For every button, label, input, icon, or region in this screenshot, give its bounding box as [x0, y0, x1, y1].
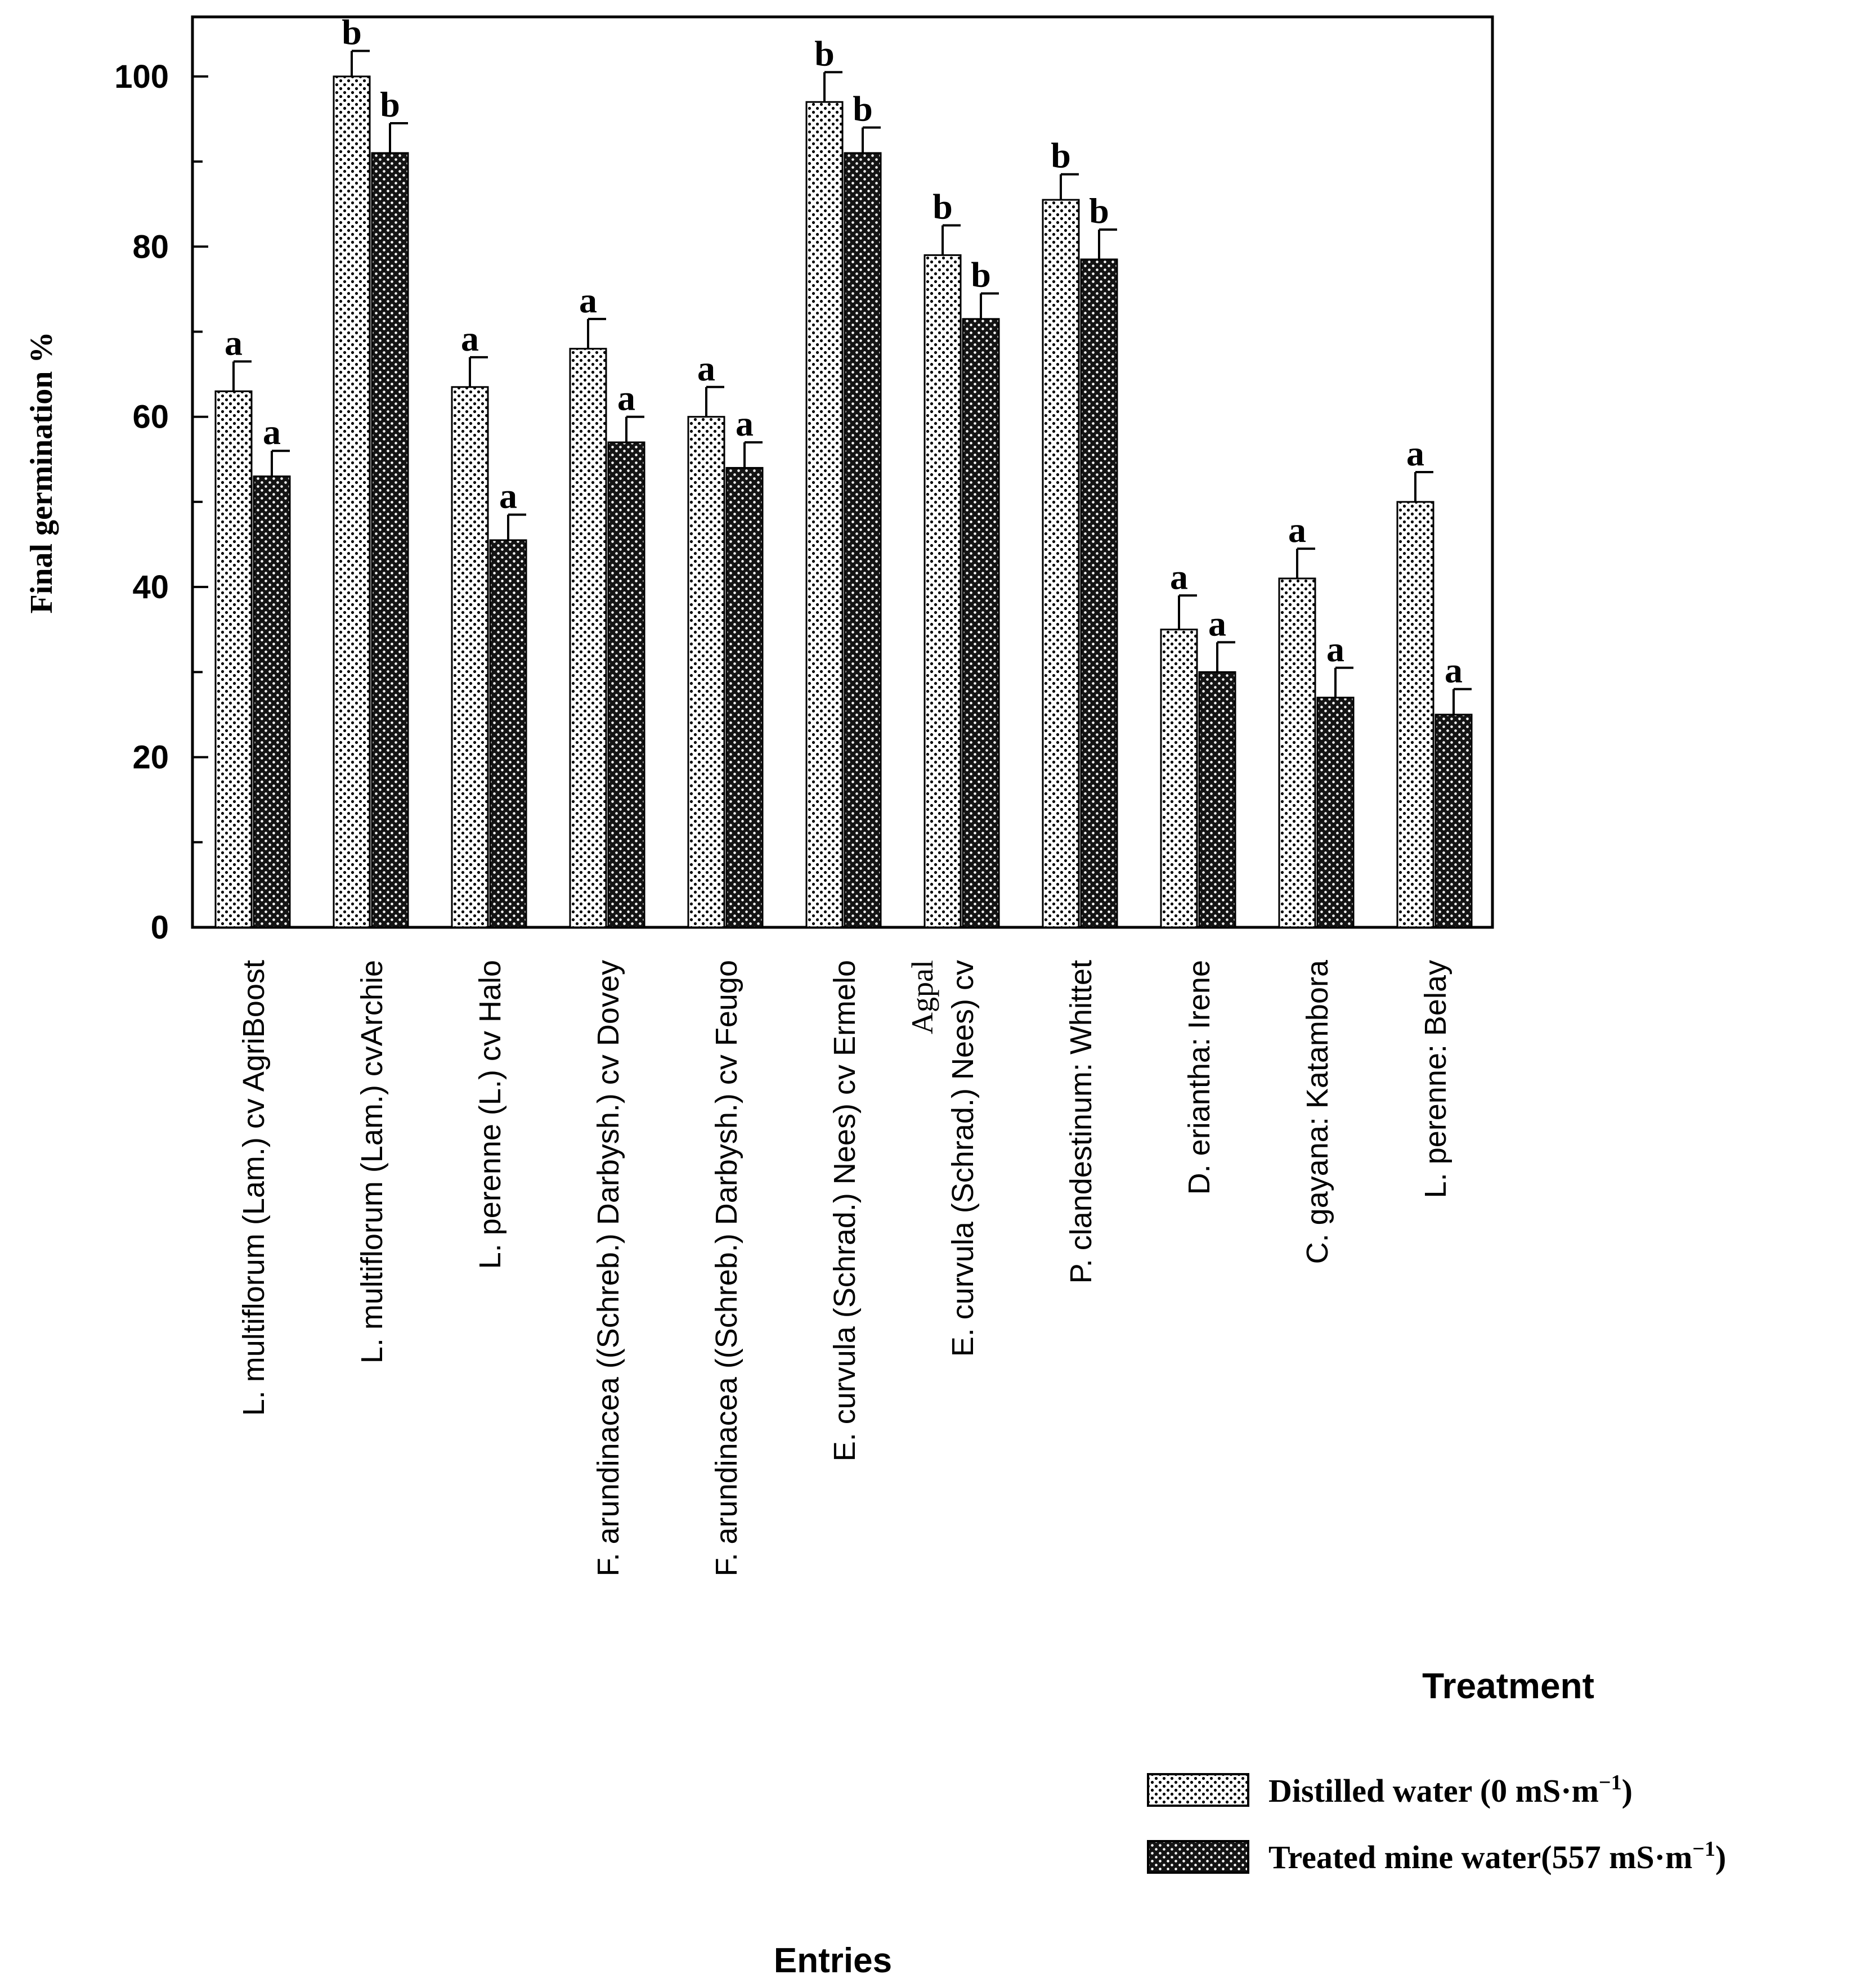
x-axis-label: Entries	[774, 1941, 892, 1980]
x-tick-label: L. perenne: Belay	[1419, 960, 1452, 1198]
significance-letter: b	[380, 84, 400, 124]
legend-label-distilled: Distilled water (0 mS·m−1)	[1268, 1771, 1633, 1809]
significance-letter: a	[1445, 650, 1463, 690]
bar-mine-water	[725, 466, 764, 928]
significance-letter: b	[1051, 136, 1071, 176]
significance-letter: a	[461, 318, 479, 358]
x-tick-label-line2: Agpal	[905, 960, 939, 1034]
legend-swatch-mine-water	[1147, 1840, 1249, 1874]
bar-mine-water	[1434, 713, 1473, 928]
significance-letter: a	[1288, 510, 1306, 550]
y-axis: 0 20 40 60 80 100	[114, 59, 208, 946]
bar-distilled	[805, 101, 844, 928]
y-tick-label: 0	[151, 909, 169, 946]
bar-distilled	[1160, 629, 1198, 928]
y-tick-label: 40	[132, 569, 169, 605]
y-axis-label: Final germination %	[24, 332, 59, 614]
significance-letter: a	[499, 476, 517, 516]
significance-letter: a	[1208, 603, 1226, 643]
significance-letter: b	[853, 89, 873, 129]
significance-letter: a	[736, 403, 754, 443]
significance-letter: a	[617, 378, 635, 418]
bar-distilled	[1278, 577, 1316, 928]
legend-swatch-distilled	[1147, 1773, 1249, 1807]
bar-mine-water	[489, 539, 527, 928]
bar-mine-water	[1316, 697, 1355, 928]
y-tick-label: 100	[114, 59, 169, 95]
x-tick-label: P. clandestinum: Whittet	[1064, 960, 1098, 1284]
bar-distilled	[923, 254, 962, 928]
bar-mine-water	[962, 318, 1000, 928]
bar-distilled	[1396, 501, 1434, 928]
legend-title: Treatment	[1422, 1666, 1594, 1706]
bar-distilled	[214, 390, 253, 928]
bar-distilled	[687, 416, 725, 928]
x-tick-label: F. arundinacea ((Schreb.) Darbysh.) cv D…	[591, 960, 625, 1576]
bar-distilled	[333, 75, 371, 928]
x-tick-label: L. multiflorum (Lam.) cv AgriBoost	[237, 960, 271, 1416]
bar-distilled	[451, 386, 489, 928]
significance-letter: b	[814, 33, 835, 73]
bar-distilled	[569, 348, 607, 928]
significance-letter: b	[932, 186, 953, 226]
significance-letter: a	[1326, 629, 1344, 669]
x-tick-label: E. curvula (Schrad.) Nees) cv Ermelo	[828, 960, 862, 1461]
x-tick-label: D. eriantha: Irene	[1182, 960, 1216, 1195]
bar-mine-water	[371, 152, 409, 928]
bar-distilled	[1042, 199, 1080, 928]
legend: Treatment Distilled water (0 mS·m−1) Tre…	[1147, 1666, 1726, 1875]
significance-letter: a	[1170, 557, 1188, 596]
x-tick-label: F. arundinacea ((Schreb.) Darbysh.) cv F…	[710, 960, 743, 1576]
y-tick-label: 20	[132, 739, 169, 776]
significance-letter: a	[1406, 433, 1424, 473]
significance-letter: b	[1089, 191, 1109, 231]
significance-letter: a	[225, 322, 243, 362]
bar-mine-water	[253, 475, 291, 928]
legend-label-mine-water: Treated mine water(557 mS·m−1)	[1268, 1837, 1726, 1875]
bar-mine-water	[1080, 258, 1118, 928]
significance-letter: b	[971, 254, 991, 294]
y-tick-label: 80	[132, 228, 169, 265]
significance-letter: b	[342, 12, 362, 52]
significance-letter: a	[263, 412, 281, 452]
significance-letter: a	[579, 280, 597, 320]
x-tick-label: L. perenne (L.) cv Halo	[473, 960, 507, 1269]
x-tick-label: E. curvula (Schrad.) Nees) cv	[946, 960, 980, 1357]
x-tick-labels: L. multiflorum (Lam.) cv AgriBoost L. mul…	[237, 959, 1452, 1576]
y-tick-label: 60	[132, 399, 169, 436]
bar-mine-water	[607, 441, 645, 928]
x-tick-label: L. multiflorum (Lam.) cvArchie	[355, 960, 389, 1363]
x-tick-label: C. gayana: Katambora	[1301, 959, 1334, 1264]
bar-mine-water	[1198, 671, 1236, 928]
bar-mine-water	[844, 152, 882, 928]
significance-letter: a	[697, 348, 715, 388]
